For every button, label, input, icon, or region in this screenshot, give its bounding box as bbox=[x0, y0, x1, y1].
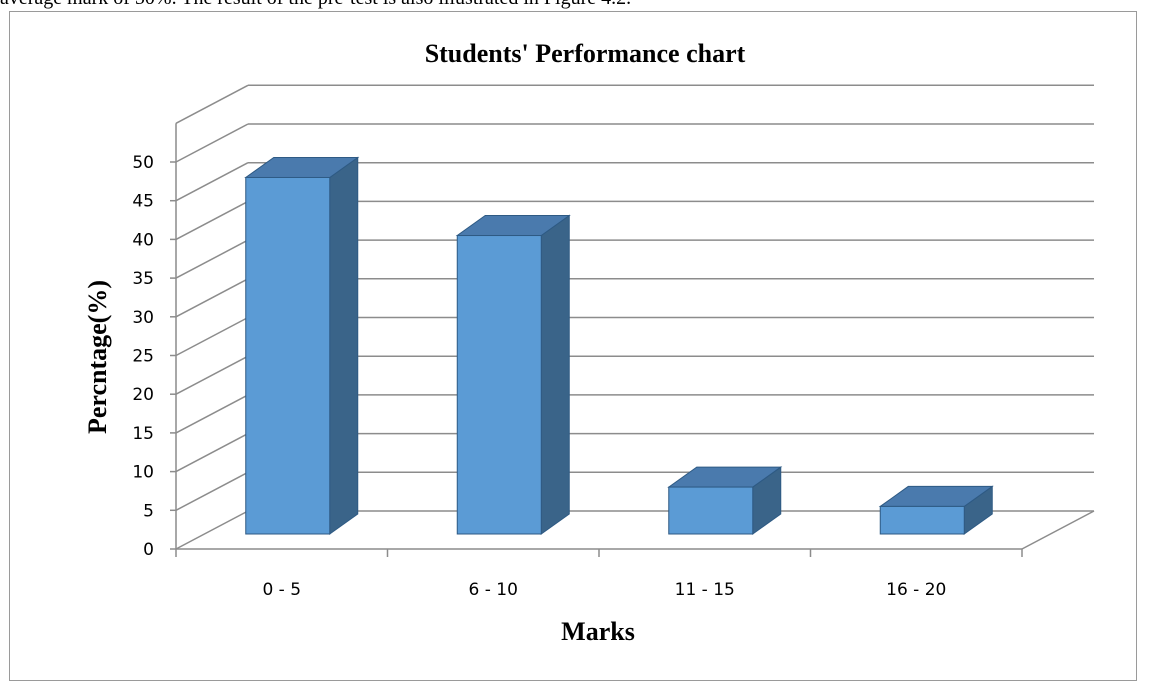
y-tick-label: 30 bbox=[132, 308, 154, 328]
bar bbox=[455, 214, 571, 535]
floor-edge bbox=[1021, 510, 1095, 550]
y-axis-ticks: 0 5 10 15 20 25 30 35 40 45 50 bbox=[132, 153, 176, 560]
y-tick-label: 5 bbox=[143, 501, 154, 521]
x-axis-ticks: 0 - 5 6 - 10 11 - 15 16 - 20 bbox=[175, 549, 1023, 600]
bar bbox=[667, 466, 783, 535]
gridline-side bbox=[175, 84, 249, 124]
gridline-side bbox=[175, 123, 249, 163]
gridline-side bbox=[175, 510, 249, 550]
x-axis-title: Marks bbox=[561, 617, 635, 646]
y-tick-label: 20 bbox=[132, 385, 154, 405]
gridline-side bbox=[175, 316, 249, 357]
gridline-side bbox=[175, 162, 249, 202]
y-tick-label: 35 bbox=[132, 269, 154, 289]
y-tick-label: 40 bbox=[132, 230, 154, 250]
chart-frame bbox=[9, 11, 1137, 681]
gridline-side bbox=[175, 394, 249, 434]
body-text-line: average mark of 50%. The result of the p… bbox=[0, 0, 1149, 10]
y-tick-label: 10 bbox=[132, 463, 154, 483]
y-tick-label: 0 bbox=[143, 540, 154, 560]
gridline-side bbox=[175, 200, 249, 241]
bar-side bbox=[540, 214, 570, 535]
x-tick-label: 0 - 5 bbox=[262, 580, 301, 600]
gridline-side bbox=[175, 239, 249, 279]
x-tick-label: 16 - 20 bbox=[886, 580, 946, 600]
chart-title: Students' Performance chart bbox=[425, 39, 746, 68]
gridline-side bbox=[175, 471, 249, 511]
bar bbox=[878, 485, 994, 535]
gridline-side bbox=[175, 355, 249, 395]
bar-front bbox=[245, 176, 331, 535]
y-tick-label: 25 bbox=[132, 347, 154, 367]
chart-bars bbox=[244, 156, 994, 535]
x-tick-label: 11 - 15 bbox=[675, 580, 735, 600]
bar-front bbox=[879, 505, 965, 535]
y-tick-label: 50 bbox=[132, 153, 154, 173]
bar-side bbox=[329, 156, 359, 535]
bar-front bbox=[668, 486, 754, 535]
y-axis-title: Percntage(%) bbox=[83, 280, 112, 434]
bar-front bbox=[456, 235, 542, 535]
y-tick-label: 15 bbox=[132, 424, 154, 444]
x-tick-label: 6 - 10 bbox=[469, 580, 518, 600]
gridline-side bbox=[175, 432, 249, 473]
gridline-side bbox=[175, 278, 249, 318]
bar bbox=[244, 156, 360, 535]
y-tick-label: 45 bbox=[132, 192, 154, 212]
